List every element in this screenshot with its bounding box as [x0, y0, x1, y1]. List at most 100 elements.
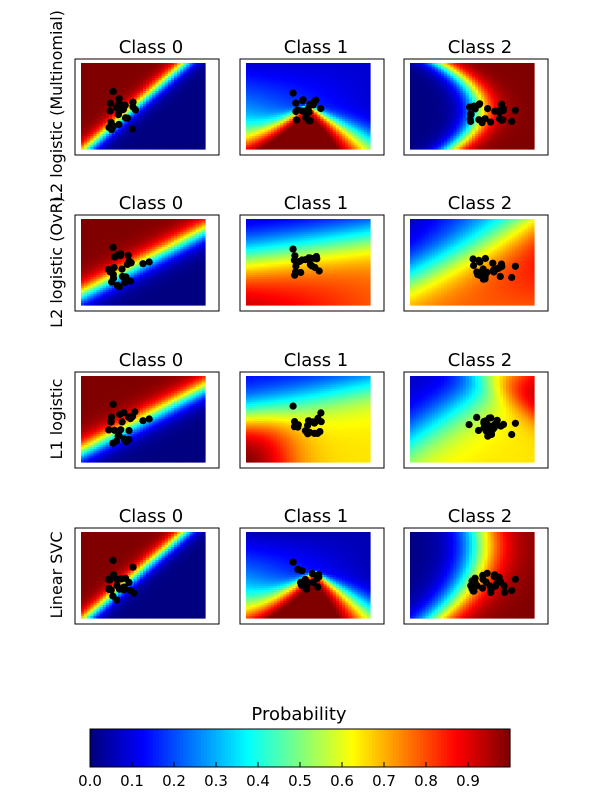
- heatmap-cell: [136, 106, 141, 109]
- heatmap-cell: [146, 101, 150, 105]
- heatmap-cell: [127, 88, 132, 92]
- heatmap-cell: [93, 118, 98, 122]
- data-point: [487, 118, 495, 126]
- heatmap-cell: [261, 63, 266, 66]
- heatmap-cell: [267, 65, 272, 68]
- heatmap-cell: [143, 136, 147, 139]
- heatmap-cell: [198, 123, 203, 126]
- heatmap-cell: [136, 71, 141, 75]
- heatmap-cell: [186, 142, 191, 146]
- heatmap-cell: [201, 125, 206, 129]
- heatmap-cell: [161, 86, 166, 90]
- heatmap-cell: [249, 95, 253, 98]
- heatmap-cell: [264, 84, 269, 88]
- heatmap-cell: [118, 138, 122, 141]
- heatmap-cell: [167, 78, 172, 81]
- heatmap-cell: [189, 99, 194, 103]
- heatmap-cell: [81, 106, 85, 109]
- heatmap-cell: [158, 80, 163, 83]
- heatmap-cell: [108, 97, 113, 101]
- heatmap-cell: [124, 84, 129, 88]
- heatmap-cell: [118, 144, 122, 148]
- heatmap-cell: [161, 82, 166, 86]
- heatmap-cell: [258, 101, 263, 105]
- heatmap-cell: [146, 93, 150, 96]
- heatmap-cell: [146, 65, 150, 68]
- data-point: [299, 97, 307, 105]
- heatmap-cell: [96, 99, 101, 103]
- heatmap-cell: [112, 97, 116, 101]
- heatmap-cell: [96, 118, 101, 122]
- heatmap-cell: [105, 63, 110, 66]
- heatmap-cell: [158, 138, 163, 141]
- heatmap-cell: [180, 136, 184, 139]
- heatmap-cell: [155, 108, 160, 111]
- heatmap-cell: [189, 65, 194, 68]
- heatmap-cell: [87, 80, 91, 83]
- heatmap-cell: [118, 73, 122, 77]
- heatmap-cell: [99, 93, 104, 96]
- heatmap-cell: [81, 140, 85, 144]
- heatmap-cell: [255, 101, 259, 105]
- heatmap-cell: [267, 88, 272, 92]
- heatmap-cell: [198, 84, 203, 88]
- heatmap-cell: [270, 71, 275, 75]
- heatmap-cell: [201, 146, 206, 150]
- heatmap-cell: [183, 67, 187, 71]
- heatmap-cell: [198, 71, 203, 75]
- heatmap-cell: [261, 144, 266, 148]
- heatmap-cell: [195, 136, 200, 139]
- heatmap-cell: [183, 110, 187, 114]
- heatmap-cell: [87, 110, 91, 114]
- heatmap-cell: [189, 121, 194, 124]
- heatmap-cell: [198, 110, 203, 114]
- heatmap-cell: [146, 97, 150, 101]
- heatmap-cell: [124, 75, 129, 79]
- heatmap-cell: [90, 129, 94, 133]
- heatmap-cell: [90, 103, 94, 107]
- heatmap-cell: [152, 73, 156, 77]
- heatmap-cell: [102, 108, 107, 111]
- heatmap-cell: [258, 75, 263, 79]
- heatmap-cell: [198, 131, 203, 135]
- heatmap-cell: [252, 78, 256, 81]
- heatmap-cell: [195, 121, 200, 124]
- heatmap-cell: [81, 84, 85, 88]
- heatmap-cell: [261, 73, 266, 77]
- heatmap-cell: [174, 78, 178, 81]
- heatmap-cell: [149, 75, 153, 79]
- heatmap-cell: [102, 140, 107, 144]
- heatmap-cell: [105, 75, 110, 79]
- heatmap-cell: [170, 82, 175, 86]
- heatmap-cell: [198, 103, 203, 107]
- heatmap-cell: [84, 63, 88, 66]
- heatmap-cell: [189, 101, 194, 105]
- heatmap-cell: [177, 133, 181, 137]
- heatmap-cell: [180, 121, 184, 124]
- heatmap-cell: [264, 78, 269, 81]
- heatmap-cell: [127, 144, 132, 148]
- heatmap-cell: [161, 131, 166, 135]
- heatmap-cell: [249, 136, 253, 139]
- heatmap-cell: [164, 86, 169, 90]
- heatmap-cell: [139, 118, 144, 122]
- heatmap-cell: [186, 99, 191, 103]
- heatmap-cell: [270, 129, 275, 133]
- heatmap-cell: [258, 123, 263, 126]
- heatmap-cell: [249, 142, 253, 146]
- heatmap-cell: [195, 129, 200, 133]
- heatmap-cell: [174, 140, 178, 144]
- heatmap-cell: [93, 93, 98, 96]
- heatmap-cell: [93, 142, 98, 146]
- heatmap-cell: [118, 88, 122, 92]
- heatmap-cell: [246, 71, 250, 75]
- heatmap-cell: [201, 144, 206, 148]
- heatmap-cell: [155, 112, 160, 116]
- heatmap-cell: [121, 140, 125, 144]
- heatmap-cell: [158, 114, 163, 118]
- heatmap-cell: [133, 129, 138, 133]
- heatmap-cell: [146, 131, 150, 135]
- heatmap-cell: [143, 133, 147, 137]
- heatmap-cell: [198, 112, 203, 116]
- heatmap-cell: [146, 123, 150, 126]
